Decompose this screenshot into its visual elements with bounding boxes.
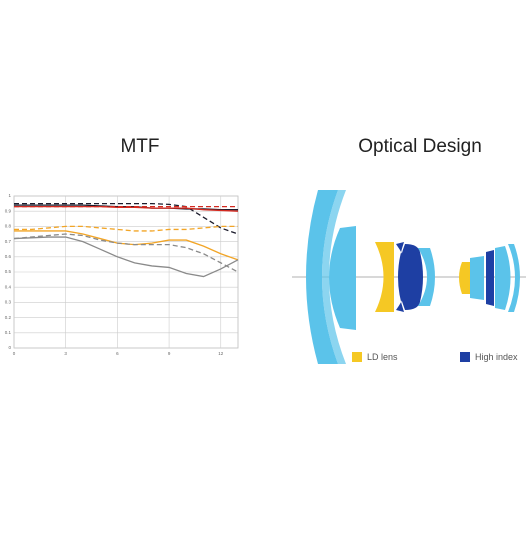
lens — [322, 190, 346, 364]
legend-label: High index — [475, 352, 518, 362]
mtf-line — [14, 202, 239, 235]
y-tick-label: 0.5 — [5, 269, 12, 274]
x-tick-label: 3 — [64, 351, 67, 356]
y-tick-label: 0 — [8, 345, 11, 350]
ld-lens — [459, 262, 470, 294]
x-tick-label: 9 — [168, 351, 171, 356]
lens — [495, 246, 511, 310]
mtf-title: MTF — [120, 136, 159, 157]
y-tick-label: 1 — [8, 193, 11, 198]
optical-title: Optical Design — [358, 136, 482, 157]
x-tick-label: 0 — [13, 351, 16, 356]
y-tick-label: 0.8 — [5, 224, 12, 229]
y-tick-label: 0.4 — [5, 284, 12, 289]
y-tick-label: 0.7 — [5, 239, 12, 244]
lens — [418, 248, 435, 306]
legend-swatch — [352, 352, 362, 362]
y-tick-label: 0.1 — [5, 330, 12, 335]
legend-label: LD lens — [367, 352, 398, 362]
y-tick-label: 0.3 — [5, 300, 12, 305]
legend-swatch — [460, 352, 470, 362]
mtf-line — [13, 236, 239, 278]
mtf-line — [14, 205, 239, 212]
x-tick-label: 12 — [218, 351, 224, 356]
x-tick-label: 6 — [116, 351, 119, 356]
optical-diagram: LD lens High index — [292, 190, 526, 364]
mtf-line — [13, 233, 239, 273]
lens — [508, 244, 520, 312]
lens — [470, 256, 484, 300]
lens — [329, 226, 356, 330]
mtf-line — [14, 225, 238, 232]
high-index-lens — [398, 244, 423, 310]
high-index-lens — [486, 250, 494, 306]
ld-lens — [375, 242, 394, 312]
y-tick-label: 0.6 — [5, 254, 12, 259]
mtf-chart: 0 0.1 0.2 0.3 0.4 0.5 0.6 0.7 0.8 0.9 1 0 3 6 9 12 — [5, 193, 239, 356]
y-tick-label: 0.9 — [5, 208, 12, 213]
y-tick-label: 0.2 — [5, 315, 12, 320]
